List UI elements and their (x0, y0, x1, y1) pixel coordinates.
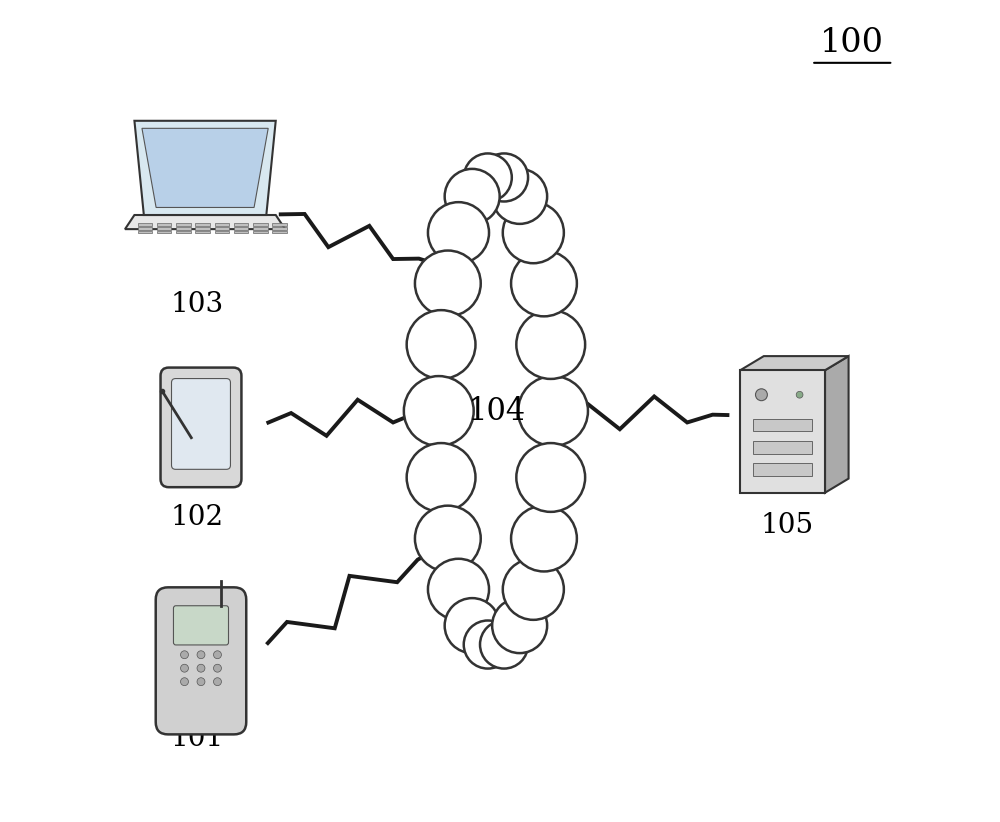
Polygon shape (176, 224, 191, 226)
Polygon shape (157, 227, 171, 229)
Circle shape (511, 506, 577, 571)
Polygon shape (176, 230, 191, 233)
Ellipse shape (442, 190, 550, 632)
Circle shape (480, 154, 528, 201)
Polygon shape (157, 224, 171, 226)
FancyBboxPatch shape (172, 379, 230, 469)
Polygon shape (195, 230, 210, 233)
Circle shape (796, 391, 803, 398)
Text: 105: 105 (760, 512, 813, 539)
Circle shape (445, 169, 500, 224)
Polygon shape (138, 224, 152, 226)
Polygon shape (253, 230, 268, 233)
Polygon shape (195, 227, 210, 229)
Circle shape (755, 389, 767, 400)
Text: 101: 101 (170, 725, 224, 752)
Circle shape (518, 376, 588, 446)
Circle shape (428, 202, 489, 263)
FancyBboxPatch shape (161, 367, 241, 487)
Circle shape (516, 310, 585, 379)
Circle shape (503, 202, 564, 263)
Polygon shape (215, 230, 229, 233)
Circle shape (415, 506, 481, 571)
Circle shape (428, 559, 489, 620)
Polygon shape (195, 224, 210, 226)
Polygon shape (740, 370, 825, 492)
Polygon shape (753, 464, 812, 476)
Circle shape (197, 651, 205, 658)
Polygon shape (234, 227, 248, 229)
Circle shape (404, 376, 474, 446)
Circle shape (511, 251, 577, 316)
Text: 100: 100 (820, 27, 884, 58)
Text: 102: 102 (170, 504, 223, 531)
Polygon shape (157, 230, 171, 233)
Circle shape (492, 598, 547, 653)
Circle shape (480, 621, 528, 668)
Circle shape (492, 169, 547, 224)
Polygon shape (753, 441, 812, 454)
Circle shape (464, 621, 512, 668)
Text: 104: 104 (467, 395, 525, 427)
FancyBboxPatch shape (156, 588, 246, 734)
Polygon shape (138, 230, 152, 233)
Polygon shape (125, 215, 285, 229)
Circle shape (407, 443, 475, 512)
Circle shape (181, 677, 188, 686)
Circle shape (415, 251, 481, 316)
Polygon shape (272, 227, 287, 229)
FancyBboxPatch shape (173, 606, 229, 645)
Circle shape (464, 154, 512, 201)
Polygon shape (825, 356, 849, 492)
Polygon shape (234, 230, 248, 233)
Text: 103: 103 (170, 291, 223, 318)
Polygon shape (215, 227, 229, 229)
Polygon shape (740, 356, 849, 370)
Circle shape (407, 310, 475, 379)
Circle shape (214, 651, 221, 658)
Polygon shape (253, 227, 268, 229)
Polygon shape (253, 224, 268, 226)
Polygon shape (215, 224, 229, 226)
Circle shape (214, 677, 221, 686)
Polygon shape (753, 419, 812, 432)
Circle shape (181, 664, 188, 672)
Polygon shape (138, 227, 152, 229)
Circle shape (516, 443, 585, 512)
Circle shape (503, 559, 564, 620)
Polygon shape (272, 230, 287, 233)
Circle shape (197, 664, 205, 672)
Polygon shape (142, 128, 268, 207)
Circle shape (181, 651, 188, 658)
Circle shape (197, 677, 205, 686)
Polygon shape (134, 121, 276, 215)
Polygon shape (176, 227, 191, 229)
Polygon shape (234, 224, 248, 226)
Circle shape (214, 664, 221, 672)
Polygon shape (272, 224, 287, 226)
Circle shape (445, 598, 500, 653)
